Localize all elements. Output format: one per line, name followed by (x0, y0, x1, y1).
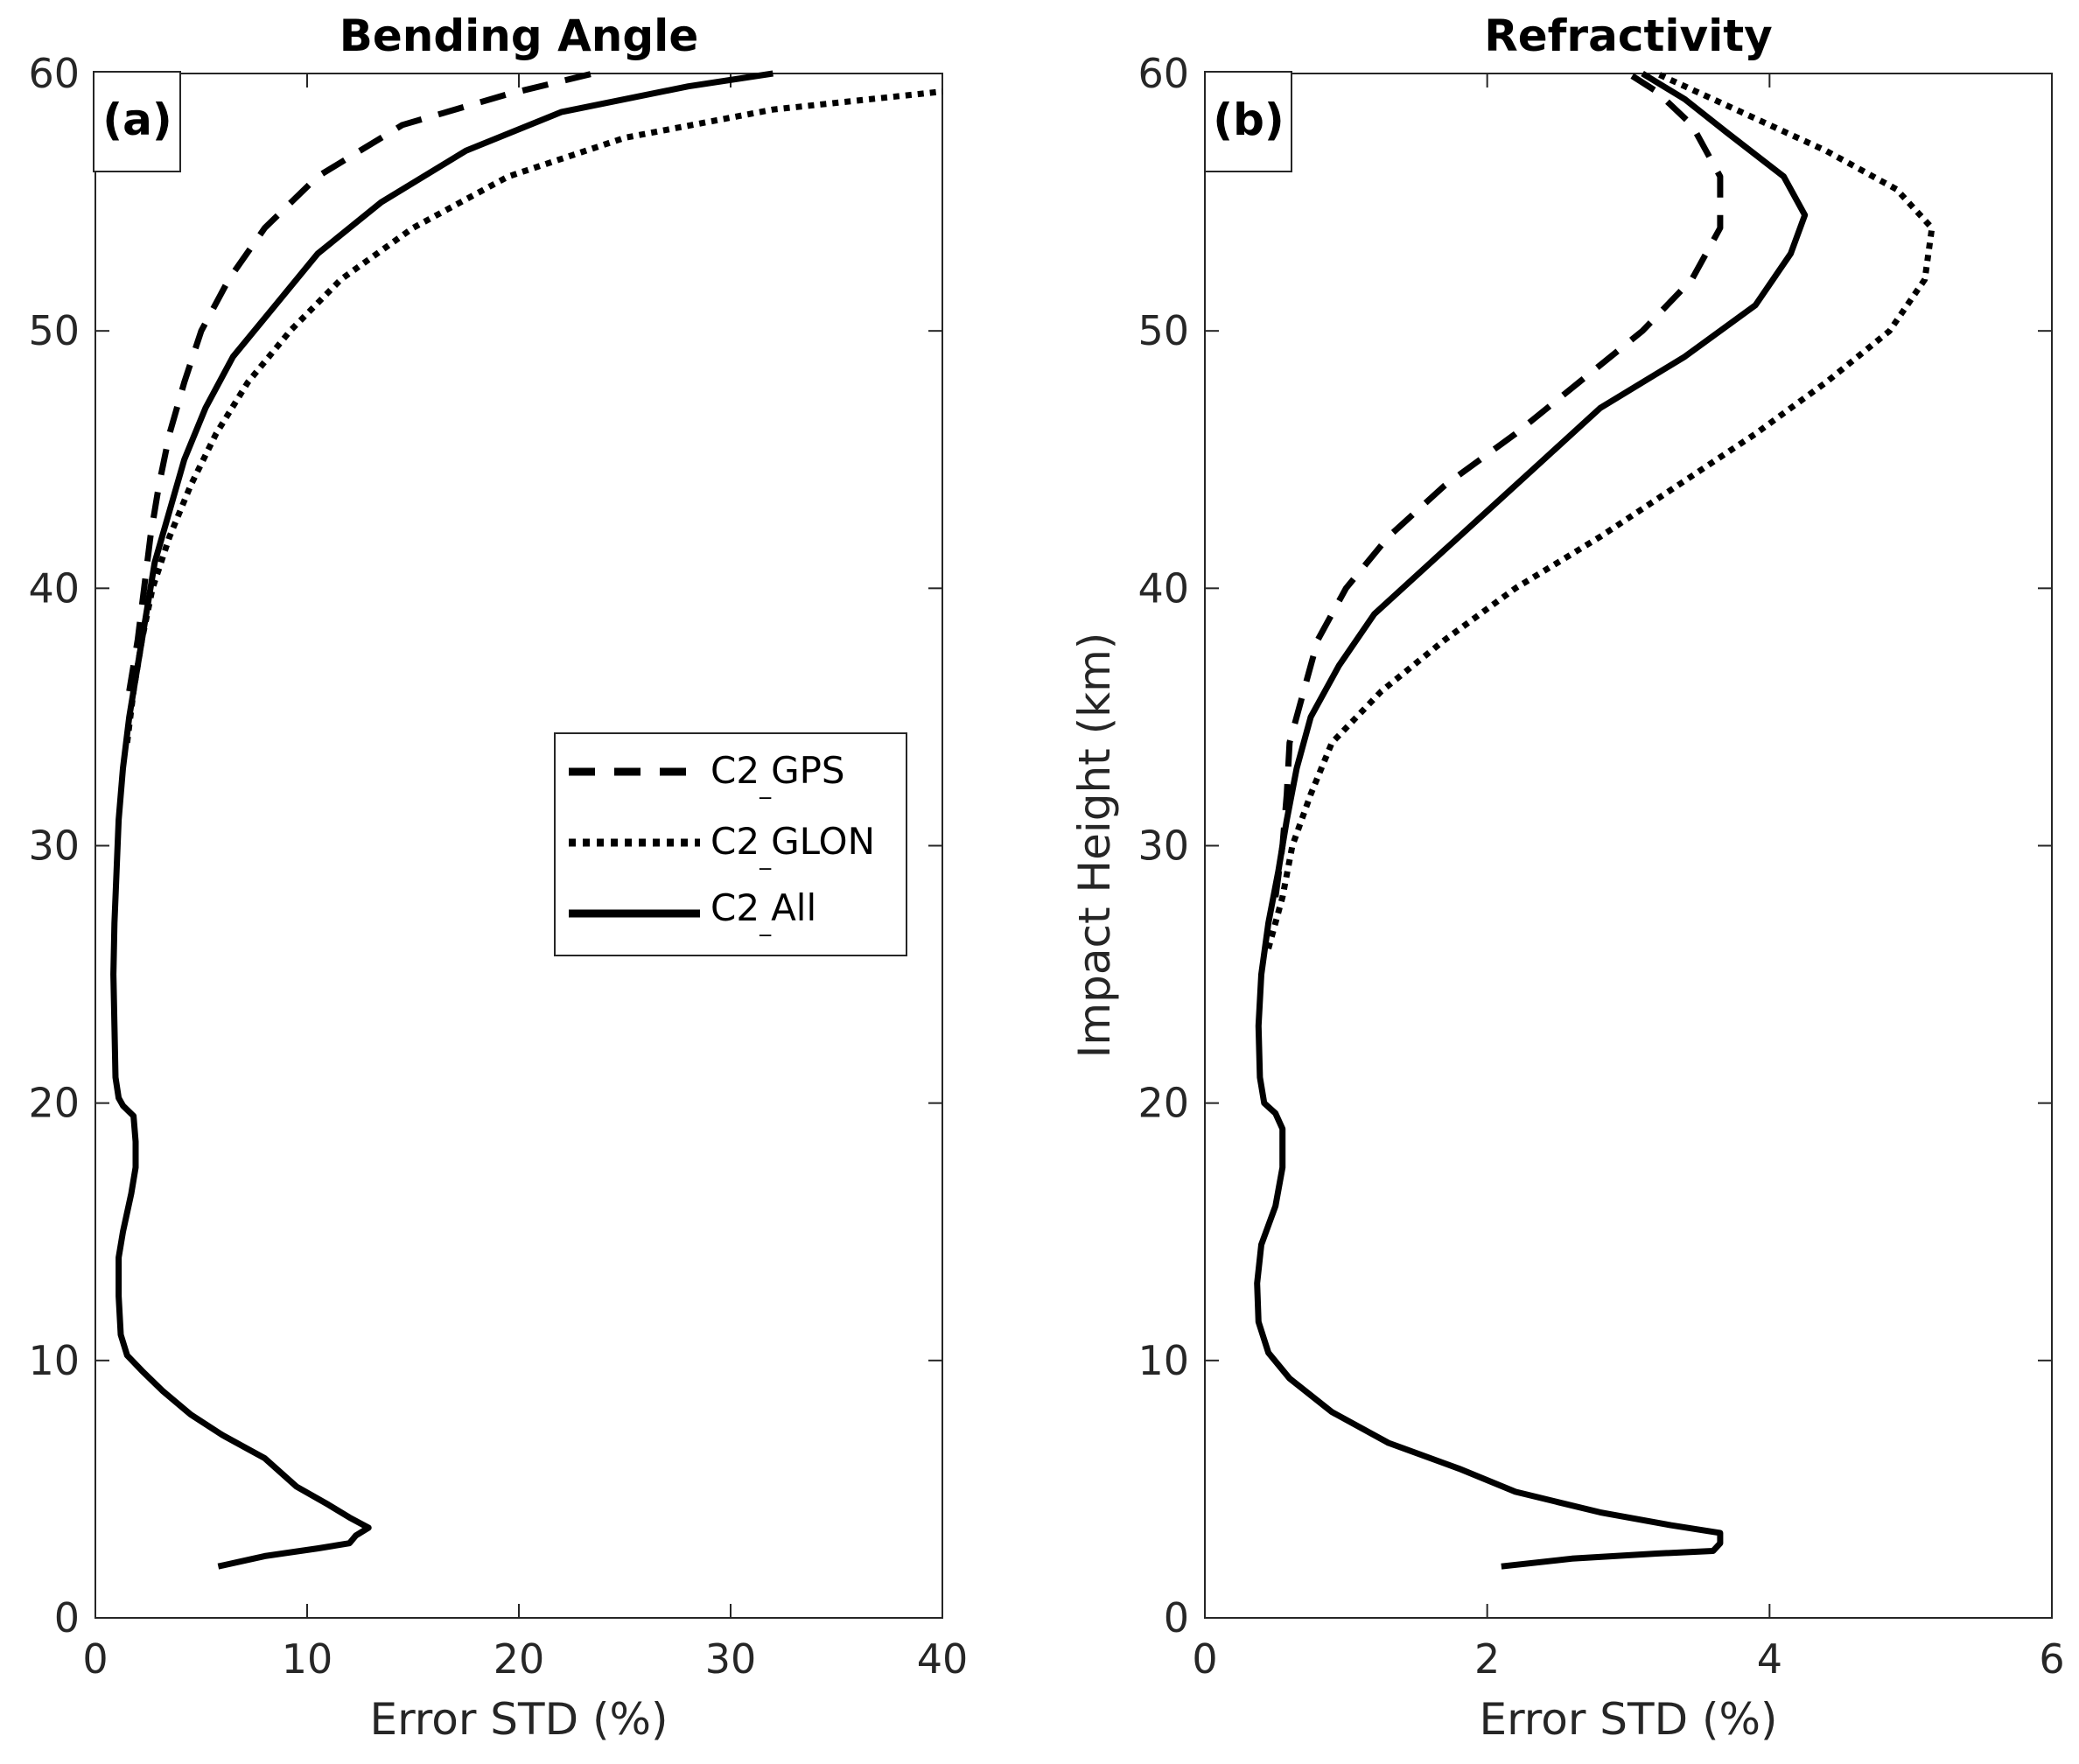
y-tick-label: 60 (1138, 50, 1189, 97)
panel-tag-box: (a) (93, 71, 181, 172)
x-axis-title: Error STD (%) (370, 1694, 668, 1745)
legend-label-main: C2 (710, 886, 760, 929)
x-tick-label: 40 (917, 1635, 969, 1683)
panel-tag-frame (93, 71, 181, 172)
x-axis-title: Error STD (%) (1480, 1694, 1778, 1745)
legend-entry-c2-glon: C2_GLON (569, 820, 875, 871)
y-tick-label: 10 (1138, 1337, 1189, 1384)
y-tick-label: 20 (1138, 1080, 1189, 1127)
legend-label-subscript: _ (759, 844, 772, 871)
legend-label-main: C2 (710, 820, 760, 863)
y-tick-label: 50 (28, 307, 80, 354)
legend-label-rest: GLON (771, 820, 875, 863)
y-axis-title: Impact Height (km) (1069, 633, 1120, 1059)
chart-title: Bending Angle (340, 10, 698, 61)
y-tick-label: 40 (1138, 564, 1189, 612)
legend-label: C2_GPS (710, 749, 845, 800)
y-tick-label: 30 (1138, 822, 1189, 870)
x-tick-label: 6 (2039, 1635, 2064, 1683)
series-line-c2-all (1254, 71, 1809, 1570)
legend: C2_GPS C2_GLON C2_All (554, 732, 907, 956)
panel-bending-angle: Bending Angle 0 10 20 30 40 0 10 20 30 40 50 60 (a)… (28, 10, 968, 1745)
series-line-c2-gps (126, 70, 594, 692)
legend-label-main: C2 (710, 749, 760, 792)
series-group (1254, 70, 1936, 1570)
legend-label: C2_GLON (710, 820, 875, 871)
panel-tag: (a) (102, 94, 172, 145)
chart-title: Refractivity (1484, 10, 1772, 61)
y-tick-label: 60 (28, 50, 80, 97)
y-tick-label: 10 (28, 1337, 80, 1384)
y-tick-label: 50 (1138, 307, 1189, 354)
y-tick-label: 40 (28, 564, 80, 612)
legend-label-rest: All (771, 886, 816, 929)
series-line-c2-gps (1272, 71, 1724, 898)
y-tick-label: 0 (1164, 1594, 1189, 1642)
x-tick-label: 4 (1757, 1635, 1782, 1683)
y-tick-label: 20 (28, 1080, 80, 1127)
x-tick-label: 0 (1192, 1635, 1217, 1683)
x-tick-label: 20 (494, 1635, 545, 1683)
x-tick-label: 0 (82, 1635, 108, 1683)
legend-label: C2_All (710, 886, 816, 937)
series-line-c2-all (110, 70, 774, 1570)
legend-label-rest: GPS (771, 749, 845, 792)
y-tick-label: 30 (28, 822, 80, 870)
panel-tag-frame (1204, 71, 1292, 172)
legend-label-subscript: _ (759, 911, 772, 937)
legend-entry-c2-gps: C2_GPS (569, 749, 845, 800)
series-group (110, 70, 943, 1570)
series-line-c2-glon (123, 88, 943, 744)
y-tick-label: 0 (54, 1594, 80, 1642)
legend-label-subscript: _ (759, 774, 772, 800)
x-tick-label: 2 (1474, 1635, 1500, 1683)
tick-group: 0 10 20 30 40 0 10 20 30 40 50 60 (28, 50, 968, 1683)
x-tick-label: 30 (705, 1635, 757, 1683)
x-tick-label: 10 (282, 1635, 333, 1683)
legend-entry-c2-all: C2_All (569, 886, 816, 937)
panel-tag: (b) (1213, 94, 1284, 145)
series-line-c2-glon (1265, 70, 1936, 950)
panel-tag-box: (b) (1204, 71, 1292, 172)
